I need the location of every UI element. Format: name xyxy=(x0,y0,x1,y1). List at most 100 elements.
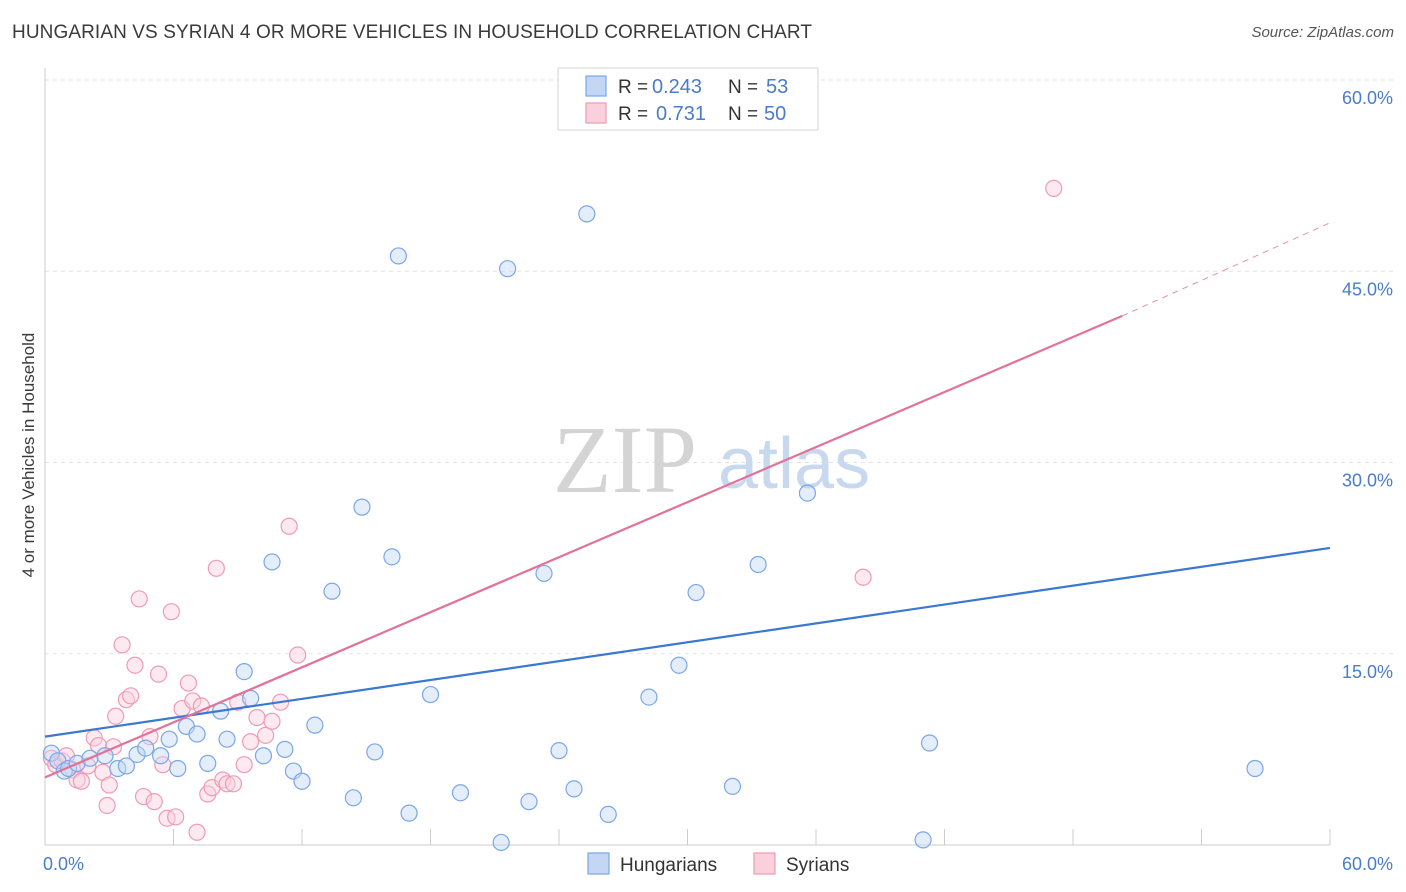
syrian-point-11 xyxy=(98,796,116,815)
legend-swatch-hungarians xyxy=(587,852,610,875)
syrian-point-25 xyxy=(158,809,176,827)
hungarian-point-22 xyxy=(263,553,281,571)
syrian-trend-line xyxy=(44,314,1123,779)
hungarian-point-26 xyxy=(306,716,324,734)
hungarian-point-48 xyxy=(749,555,767,574)
syrian-point-49 xyxy=(1045,179,1063,197)
chart-title: HUNGARIAN VS SYRIAN 4 OR MORE VEHICLES I… xyxy=(12,22,813,43)
hungarian-point-51 xyxy=(920,734,939,752)
x-tick-labels: 0.0% 60.0% xyxy=(43,854,1393,874)
legend-r-value-2: 0.731 xyxy=(656,103,706,125)
hungarian-point-11 xyxy=(152,747,170,765)
watermark-zip: ZIP xyxy=(553,406,697,513)
x-tick-label-0: 0.0% xyxy=(43,854,84,874)
hungarian-points xyxy=(42,205,1264,852)
hungarian-point-15 xyxy=(188,725,206,743)
hungarian-point-34 xyxy=(421,685,440,704)
syrian-point-47 xyxy=(289,646,307,664)
hungarian-point-8 xyxy=(117,757,135,775)
hungarian-point-43 xyxy=(599,805,617,824)
hungarian-point-25 xyxy=(293,772,311,790)
hungarian-point-35 xyxy=(451,784,470,802)
legend-n-value-1: 53 xyxy=(766,76,788,98)
hungarian-point-52 xyxy=(1246,759,1264,778)
syrian-point-14 xyxy=(107,707,125,725)
y-tick-label-3: 60.0% xyxy=(1342,88,1393,108)
y-axis-label: 4 or more Vehicles in Household xyxy=(19,333,38,578)
source-label: Source: ZipAtlas.com xyxy=(1251,24,1394,41)
hungarian-point-36 xyxy=(492,833,510,852)
hungarian-point-49 xyxy=(798,484,817,502)
syrian-point-38 xyxy=(224,775,243,793)
syrian-point-31 xyxy=(188,823,206,841)
syrian-point-12 xyxy=(100,776,118,794)
hungarian-point-33 xyxy=(400,804,418,822)
syrian-point-42 xyxy=(248,708,266,727)
syrian-point-17 xyxy=(122,687,140,705)
syrian-point-6 xyxy=(72,772,91,790)
hungarian-point-9 xyxy=(128,745,146,764)
hungarian-point-10 xyxy=(137,739,155,757)
hungarian-point-46 xyxy=(687,583,705,602)
y-tick-label-1: 30.0% xyxy=(1342,471,1393,491)
syrian-point-19 xyxy=(130,590,148,608)
hungarian-point-47 xyxy=(723,777,742,795)
series-legend: Hungarians Syrians xyxy=(587,852,849,876)
hungarian-point-16 xyxy=(199,754,217,773)
hungarian-point-42 xyxy=(578,205,596,223)
legend-label-syrians: Syrians xyxy=(786,855,849,876)
axes xyxy=(44,68,1331,846)
legend-label-hungarians: Hungarians xyxy=(620,855,717,876)
legend-n-label-1: N = xyxy=(728,77,758,98)
syrian-point-29 xyxy=(179,674,198,692)
watermark: ZIP atlas xyxy=(553,406,870,513)
hungarian-point-45 xyxy=(670,656,688,674)
hungarian-point-19 xyxy=(235,662,253,681)
x-tick-label-1: 60.0% xyxy=(1342,854,1393,874)
syrian-point-26 xyxy=(162,603,180,621)
syrian-point-35 xyxy=(207,559,225,577)
syrian-point-46 xyxy=(280,517,298,535)
hungarian-point-23 xyxy=(276,740,294,758)
stats-legend: R = 0.243 N = 53 R = 0.731 N = 50 xyxy=(557,67,819,131)
hungarian-point-32 xyxy=(389,247,407,265)
syrian-points xyxy=(42,179,1063,841)
syrian-point-22 xyxy=(145,793,163,811)
watermark-atlas: atlas xyxy=(718,424,870,504)
hungarian-point-40 xyxy=(550,742,568,760)
syrian-point-44 xyxy=(263,712,281,730)
syrian-point-27 xyxy=(167,808,185,826)
hungarian-point-27 xyxy=(323,582,341,600)
syrian-point-41 xyxy=(242,733,260,751)
hungarian-point-37 xyxy=(499,260,517,278)
legend-swatch-syrians xyxy=(753,852,776,875)
hungarian-point-41 xyxy=(565,780,583,798)
y-tick-label-0: 15.0% xyxy=(1342,662,1393,682)
syrian-point-23 xyxy=(149,665,168,683)
syrian-point-48 xyxy=(854,568,872,586)
syrian-point-15 xyxy=(113,636,131,654)
hungarian-point-28 xyxy=(344,789,362,807)
legend-n-value-2: 50 xyxy=(764,103,786,125)
legend-n-label-2: N = xyxy=(728,104,758,125)
syrian-point-20 xyxy=(134,787,153,806)
syrian-point-40 xyxy=(235,756,253,774)
y-tick-labels: 15.0% 30.0% 45.0% 60.0% xyxy=(1342,88,1393,682)
hungarian-point-29 xyxy=(353,498,371,516)
hungarian-point-31 xyxy=(383,548,401,566)
trend-lines xyxy=(44,222,1331,779)
y-tick-label-2: 45.0% xyxy=(1342,279,1393,299)
hungarian-point-12 xyxy=(160,730,178,748)
hungarian-point-44 xyxy=(640,688,658,706)
legend-swatch-syrian xyxy=(585,102,607,124)
legend-swatch-hungarian xyxy=(585,75,607,97)
hungarian-point-21 xyxy=(254,747,273,765)
syrian-point-37 xyxy=(218,775,236,793)
hungarian-point-30 xyxy=(366,743,384,761)
syrian-point-30 xyxy=(184,692,202,710)
hungarian-point-38 xyxy=(520,793,538,811)
syrian-trend-extension xyxy=(1122,222,1331,317)
syrian-point-43 xyxy=(256,726,275,744)
hungarian-point-39 xyxy=(535,564,553,583)
